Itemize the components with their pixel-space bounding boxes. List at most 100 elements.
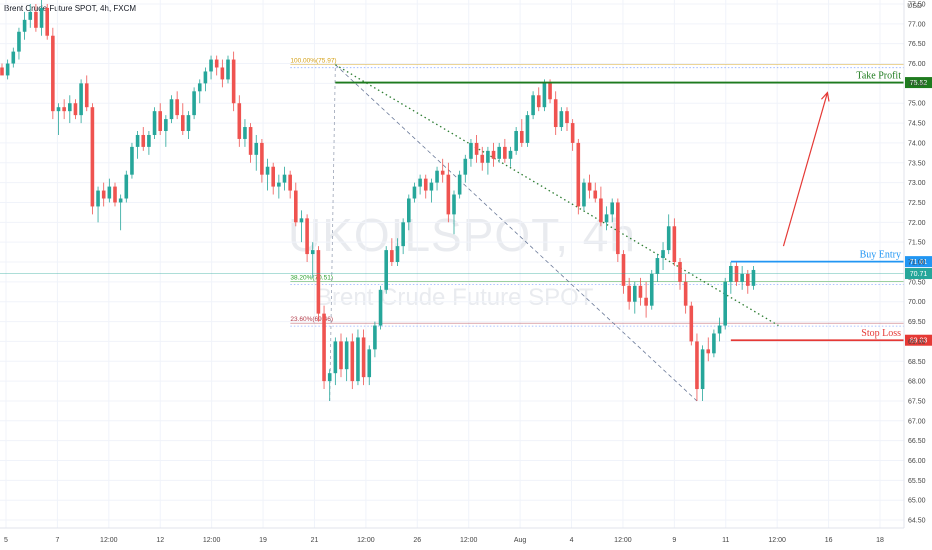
candle xyxy=(299,210,304,243)
candle xyxy=(689,301,694,346)
x-tick-label: 26 xyxy=(413,537,421,544)
candle xyxy=(282,166,287,191)
x-tick-label: 21 xyxy=(311,537,319,544)
price-tag xyxy=(905,334,932,346)
candle xyxy=(73,99,78,120)
candle xyxy=(344,337,349,382)
candle-body xyxy=(339,341,343,370)
x-tick-label: 4 xyxy=(570,537,574,544)
candle xyxy=(565,107,569,132)
candle xyxy=(84,75,89,112)
candle xyxy=(350,333,355,390)
candle xyxy=(401,218,405,255)
currency-label: USD xyxy=(907,3,922,10)
candle xyxy=(672,218,677,266)
y-tick-label: 68.00 xyxy=(908,379,926,386)
candle-body xyxy=(474,142,479,155)
candle-body xyxy=(508,150,513,159)
candle-body xyxy=(28,11,33,20)
candle xyxy=(265,158,270,191)
y-tick-label: 71.00 xyxy=(908,260,926,267)
candle xyxy=(621,250,626,294)
candle-body xyxy=(525,115,530,143)
candle-body xyxy=(553,99,558,128)
candle-body xyxy=(548,83,552,100)
y-tick-label: 67.00 xyxy=(908,418,926,425)
candle-body xyxy=(265,166,270,175)
candle-body xyxy=(84,83,89,108)
candle xyxy=(593,182,598,203)
x-tick-label: 12:00 xyxy=(460,537,478,544)
candle xyxy=(729,262,733,294)
candle-body xyxy=(491,150,496,159)
candle xyxy=(390,238,394,266)
price-tag xyxy=(905,77,932,89)
candle-body xyxy=(649,273,654,306)
candle-body xyxy=(423,178,428,191)
candle xyxy=(644,281,648,318)
candle xyxy=(5,59,10,80)
candle-body xyxy=(497,146,501,159)
candle-body xyxy=(101,190,106,199)
candle xyxy=(587,174,592,199)
candle xyxy=(649,269,654,310)
candle-body xyxy=(751,269,756,286)
candle-body xyxy=(39,7,44,28)
candle-body xyxy=(644,297,648,306)
candle xyxy=(322,305,326,390)
candle xyxy=(158,103,162,135)
y-tick-label: 65.50 xyxy=(908,478,926,485)
candle xyxy=(740,265,744,290)
y-tick-label: 72.00 xyxy=(908,220,926,227)
candle xyxy=(412,182,417,203)
x-tick-label: 12:00 xyxy=(768,537,786,544)
candle xyxy=(101,182,106,207)
candle xyxy=(469,138,473,167)
level-label: Buy Entry xyxy=(860,250,901,261)
candle-body xyxy=(440,170,445,175)
candle-body xyxy=(429,182,434,191)
candle xyxy=(542,79,547,112)
candle xyxy=(457,170,462,199)
candle-body xyxy=(350,341,355,382)
candle xyxy=(746,269,750,294)
candle-body xyxy=(356,337,360,382)
candle xyxy=(525,111,530,147)
candle xyxy=(655,254,660,282)
candle xyxy=(113,182,117,207)
candle xyxy=(248,123,253,163)
candle xyxy=(79,79,83,124)
y-tick-label: 76.50 xyxy=(908,41,926,48)
candle xyxy=(118,194,123,231)
y-tick-label: 70.00 xyxy=(908,299,926,306)
candle xyxy=(418,174,422,195)
candle xyxy=(627,277,631,310)
candle xyxy=(356,329,360,386)
candle-body xyxy=(683,281,688,306)
candle-body xyxy=(689,305,694,342)
candle xyxy=(164,115,168,147)
candle-body xyxy=(277,182,281,187)
candle-body xyxy=(11,51,16,64)
candle xyxy=(536,87,541,112)
candle xyxy=(243,119,247,147)
candle-body xyxy=(56,107,61,112)
candle-body xyxy=(316,250,321,314)
y-tick-label: 74.50 xyxy=(908,121,926,128)
candle-body xyxy=(401,222,405,247)
candle xyxy=(604,206,609,231)
candle xyxy=(407,194,411,231)
decline-line xyxy=(335,64,698,402)
candle xyxy=(717,317,722,342)
y-tick-label: 75.00 xyxy=(908,101,926,108)
candle-body xyxy=(435,170,439,183)
candle xyxy=(429,178,434,203)
candle-body xyxy=(384,250,388,290)
candle xyxy=(277,174,281,199)
candle-body xyxy=(503,146,507,159)
candle-body xyxy=(90,107,95,207)
candle-body xyxy=(678,262,682,282)
x-tick-label: 11 xyxy=(722,537,729,544)
candle xyxy=(435,166,439,191)
